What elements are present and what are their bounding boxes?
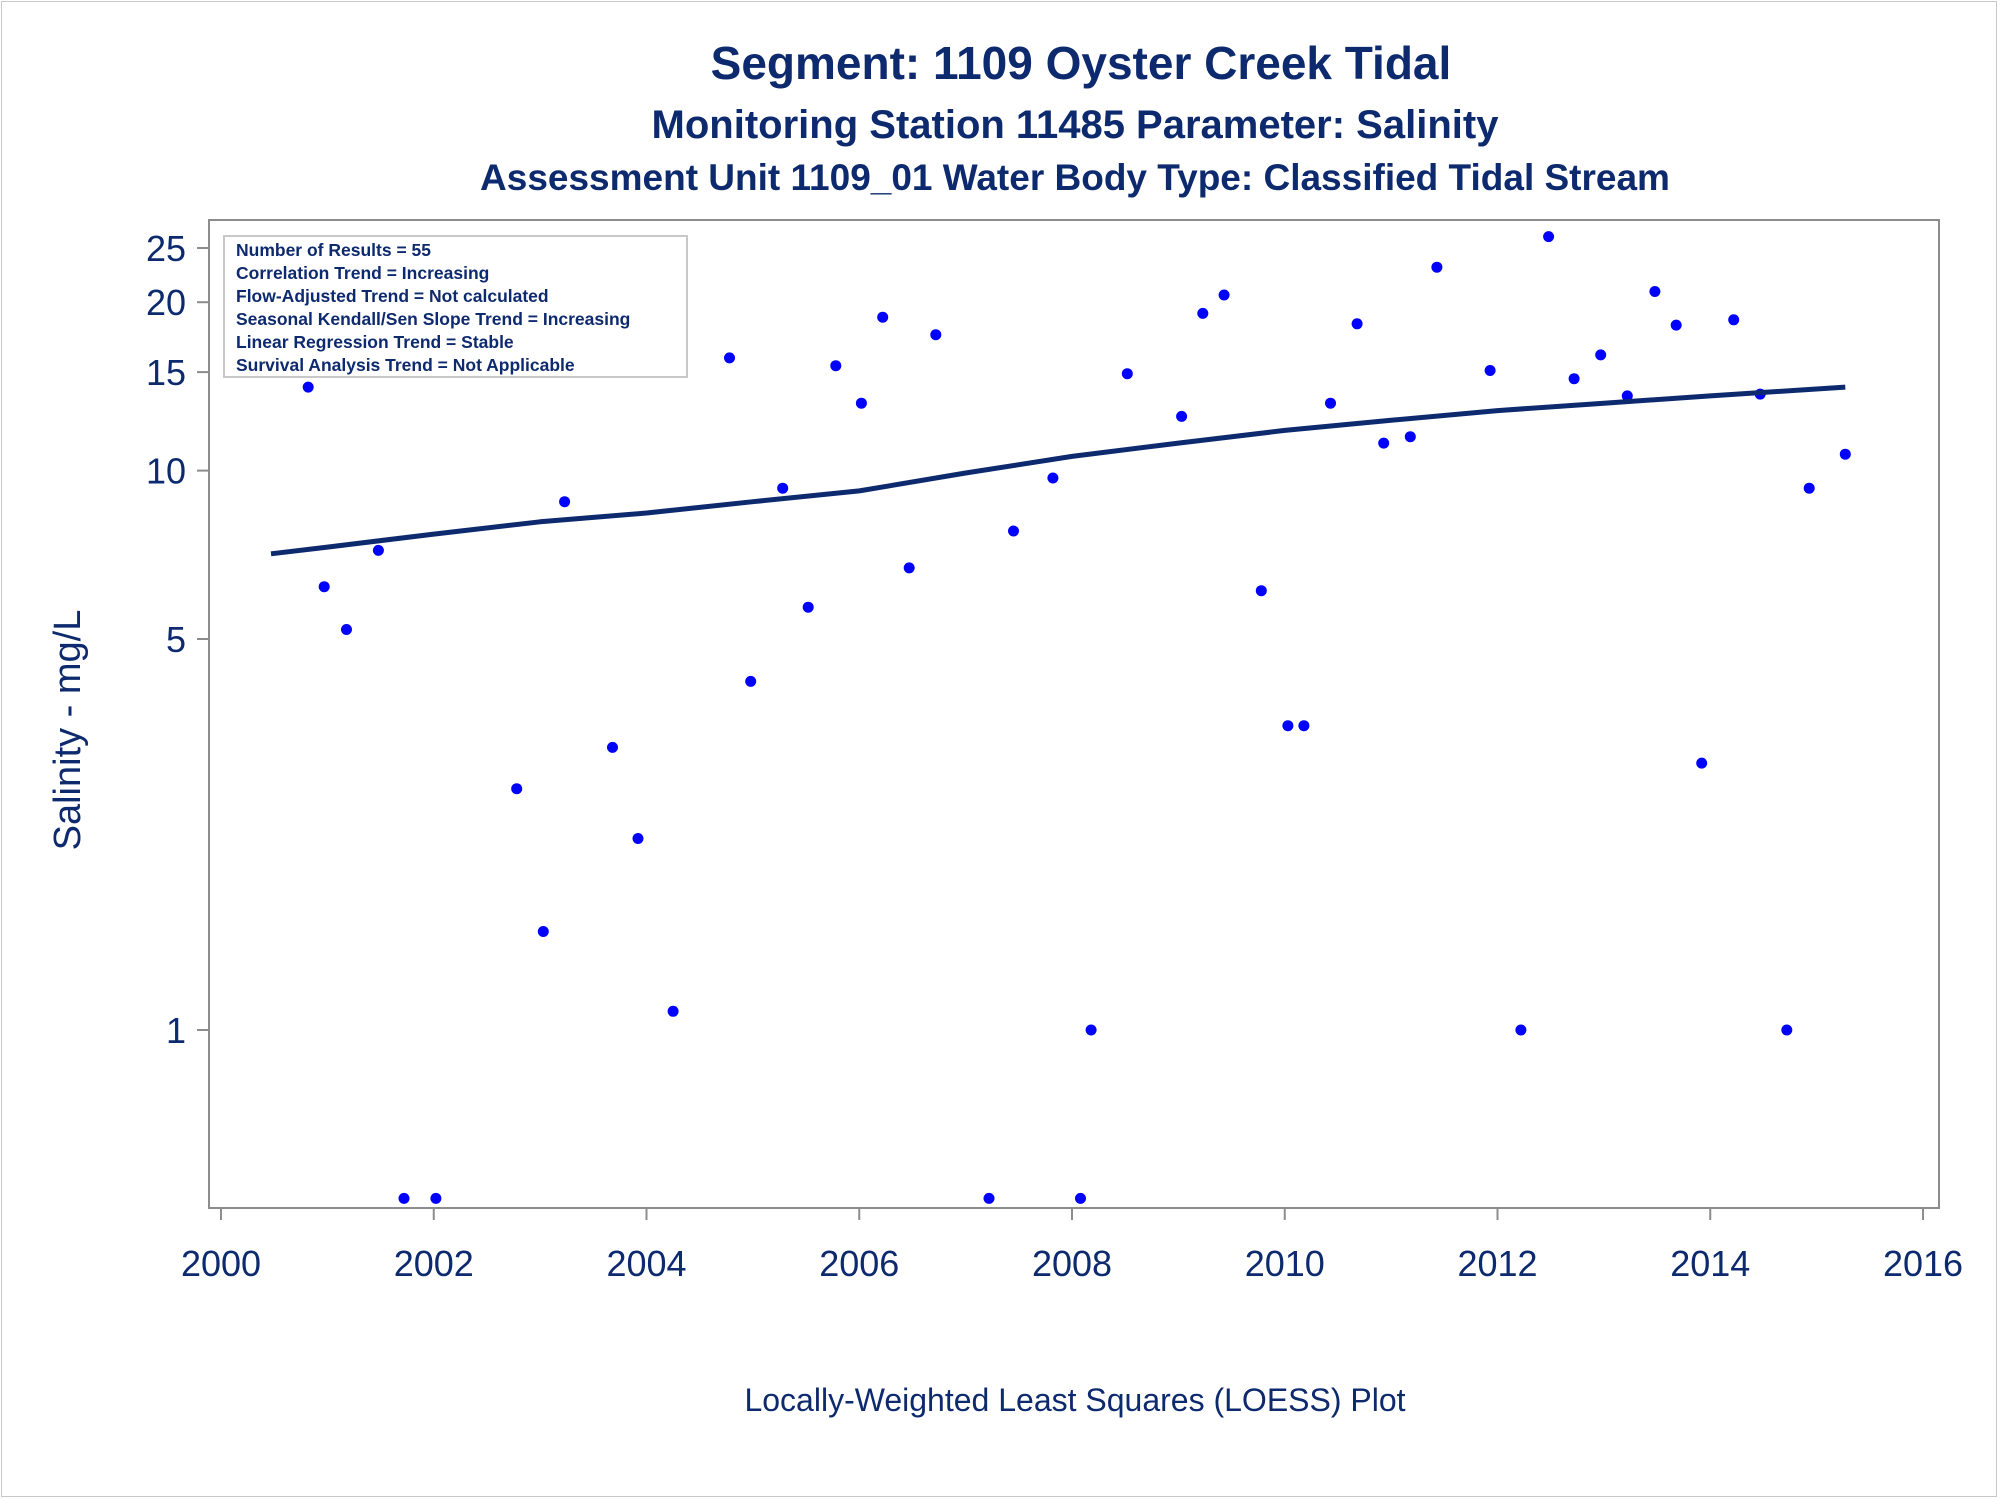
x-tick-label: 2006	[819, 1243, 899, 1284]
data-point	[667, 1005, 679, 1017]
data-point	[724, 352, 735, 364]
data-point	[1696, 757, 1708, 769]
data-point	[1595, 349, 1607, 361]
x-tick-label: 2012	[1457, 1243, 1537, 1284]
x-tick-label: 2010	[1245, 1243, 1325, 1284]
data-point	[537, 926, 549, 937]
x-axis: 2000 2002 2004 2006 2008 2010 2012 2014 2016	[181, 1207, 1963, 1284]
data-point	[1351, 318, 1363, 330]
data-point	[1649, 286, 1661, 297]
data-point	[607, 741, 618, 753]
x-tick-label: 2014	[1670, 1243, 1750, 1284]
loess-line	[270, 384, 1846, 557]
data-point	[983, 1192, 995, 1204]
data-point	[1568, 373, 1580, 385]
legend-box	[223, 235, 688, 378]
y-tick-label: 10	[146, 451, 186, 492]
legend: Number of Results = 55 Correlation Trend…	[223, 235, 688, 378]
data-point	[1515, 1024, 1527, 1036]
chart-title: Segment: 1109 Oyster Creek Tidal	[711, 37, 1452, 89]
y-tick-label: 1	[166, 1010, 186, 1051]
data-point	[341, 624, 352, 635]
chart-subtitle-2: Assessment Unit 1109_01 Water Body Type:…	[480, 157, 1670, 198]
data-point	[930, 329, 942, 341]
data-point	[1325, 397, 1336, 409]
x-tick-label: 2002	[394, 1243, 474, 1284]
data-point	[1197, 307, 1209, 319]
data-point	[372, 544, 384, 556]
x-tick-label: 2000	[181, 1243, 261, 1284]
data-point	[1282, 720, 1294, 732]
data-point	[855, 397, 867, 409]
data-point	[632, 833, 644, 844]
data-point	[1404, 431, 1416, 443]
legend-entry: Flow-Adjusted Trend = Not calculated	[236, 286, 549, 306]
data-point	[302, 381, 314, 393]
data-point	[1008, 525, 1019, 537]
legend-entry: Correlation Trend = Increasing	[236, 263, 489, 283]
y-axis-label: Salinity - mg/L	[47, 610, 89, 851]
data-point	[1298, 720, 1310, 732]
data-point	[830, 360, 842, 372]
data-point	[1484, 365, 1496, 376]
legend-entry: Survival Analysis Trend = Not Applicable	[236, 355, 575, 375]
data-point	[511, 783, 523, 795]
data-point	[559, 496, 571, 508]
data-point	[1431, 261, 1443, 273]
chart-footnote: Locally-Weighted Least Squares (LOESS) P…	[744, 1382, 1405, 1418]
legend-entry: Linear Regression Trend = Stable	[236, 332, 514, 352]
chart-subtitle: Monitoring Station 11485 Parameter: Sali…	[652, 103, 1500, 147]
data-point	[1781, 1024, 1793, 1036]
data-point	[1839, 448, 1851, 460]
data-point	[1047, 472, 1059, 484]
data-point	[1176, 410, 1188, 422]
data-point	[802, 601, 814, 613]
data-point	[1621, 390, 1633, 402]
y-tick-label: 20	[146, 282, 186, 323]
y-tick-label: 25	[146, 228, 186, 269]
x-tick-label: 2008	[1032, 1243, 1112, 1284]
data-point	[777, 482, 789, 494]
data-point	[745, 675, 757, 687]
y-tick-label: 5	[166, 619, 186, 660]
data-point	[1543, 231, 1555, 243]
loess-series	[270, 384, 1846, 557]
data-point	[1218, 289, 1230, 301]
x-tick-label: 2004	[606, 1243, 686, 1284]
legend-entry: Seasonal Kendall/Sen Slope Trend = Incre…	[236, 309, 630, 329]
data-point	[1121, 368, 1133, 380]
data-point	[1728, 314, 1740, 326]
legend-entry: Number of Results = 55	[236, 240, 431, 260]
data-point	[1378, 437, 1390, 449]
data-point	[1670, 319, 1682, 331]
data-point	[430, 1192, 442, 1204]
data-point	[1085, 1024, 1097, 1036]
data-point	[877, 311, 889, 323]
data-point	[1075, 1192, 1086, 1204]
data-point	[1803, 482, 1815, 494]
data-point	[398, 1192, 410, 1204]
data-point	[903, 562, 915, 574]
data-point	[1255, 585, 1267, 597]
data-point	[318, 581, 330, 593]
y-tick-label: 15	[146, 352, 186, 393]
x-tick-label: 2016	[1883, 1243, 1963, 1284]
